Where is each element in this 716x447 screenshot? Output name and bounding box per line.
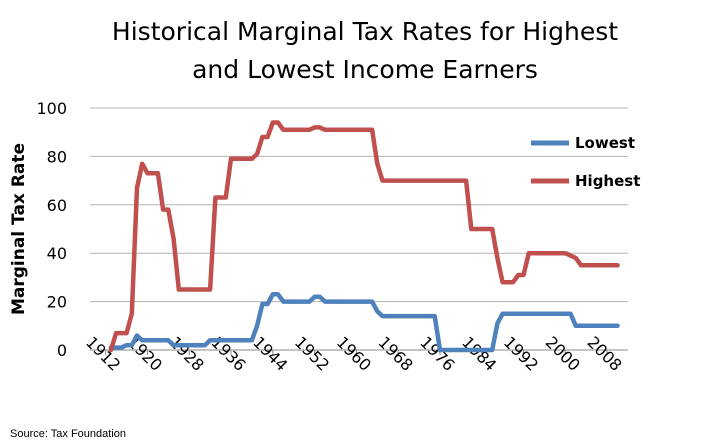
series-line-lowest [108, 292, 620, 353]
y-tick-label: 100 [36, 99, 67, 118]
gridlines [90, 107, 628, 303]
x-tick-label: 1952 [291, 333, 333, 375]
legend: Lowest Highest [531, 134, 640, 190]
x-tick-label: 2000 [542, 333, 584, 375]
x-tick-label: 1944 [249, 333, 291, 375]
legend-label-highest: Highest [575, 172, 640, 190]
y-axis-ticks: 0 20 40 60 80 100 [36, 99, 67, 360]
y-axis-label: Marginal Tax Rate [9, 143, 29, 315]
source-note: Source: Tax Foundation [10, 428, 126, 440]
y-tick-label: 60 [47, 196, 67, 215]
x-tick-label: 1992 [500, 333, 542, 375]
legend-label-lowest: Lowest [575, 134, 635, 152]
x-tick-label: 1968 [375, 333, 417, 375]
y-tick-label: 0 [57, 341, 67, 360]
x-tick-label: 1912 [82, 333, 124, 375]
y-tick-label: 40 [47, 244, 67, 263]
y-tick-label: 20 [47, 293, 67, 312]
x-tick-label: 1960 [333, 333, 375, 375]
chart-title-line-1: Historical Marginal Tax Rates for Highes… [112, 17, 618, 46]
x-tick-label: 1928 [166, 333, 208, 375]
x-tick-label: 2008 [583, 333, 625, 375]
y-tick-label: 80 [47, 147, 67, 166]
chart-title-line-2: and Lowest Income Earners [192, 55, 538, 84]
series-line-highest [108, 120, 620, 353]
series-lines [108, 120, 620, 353]
